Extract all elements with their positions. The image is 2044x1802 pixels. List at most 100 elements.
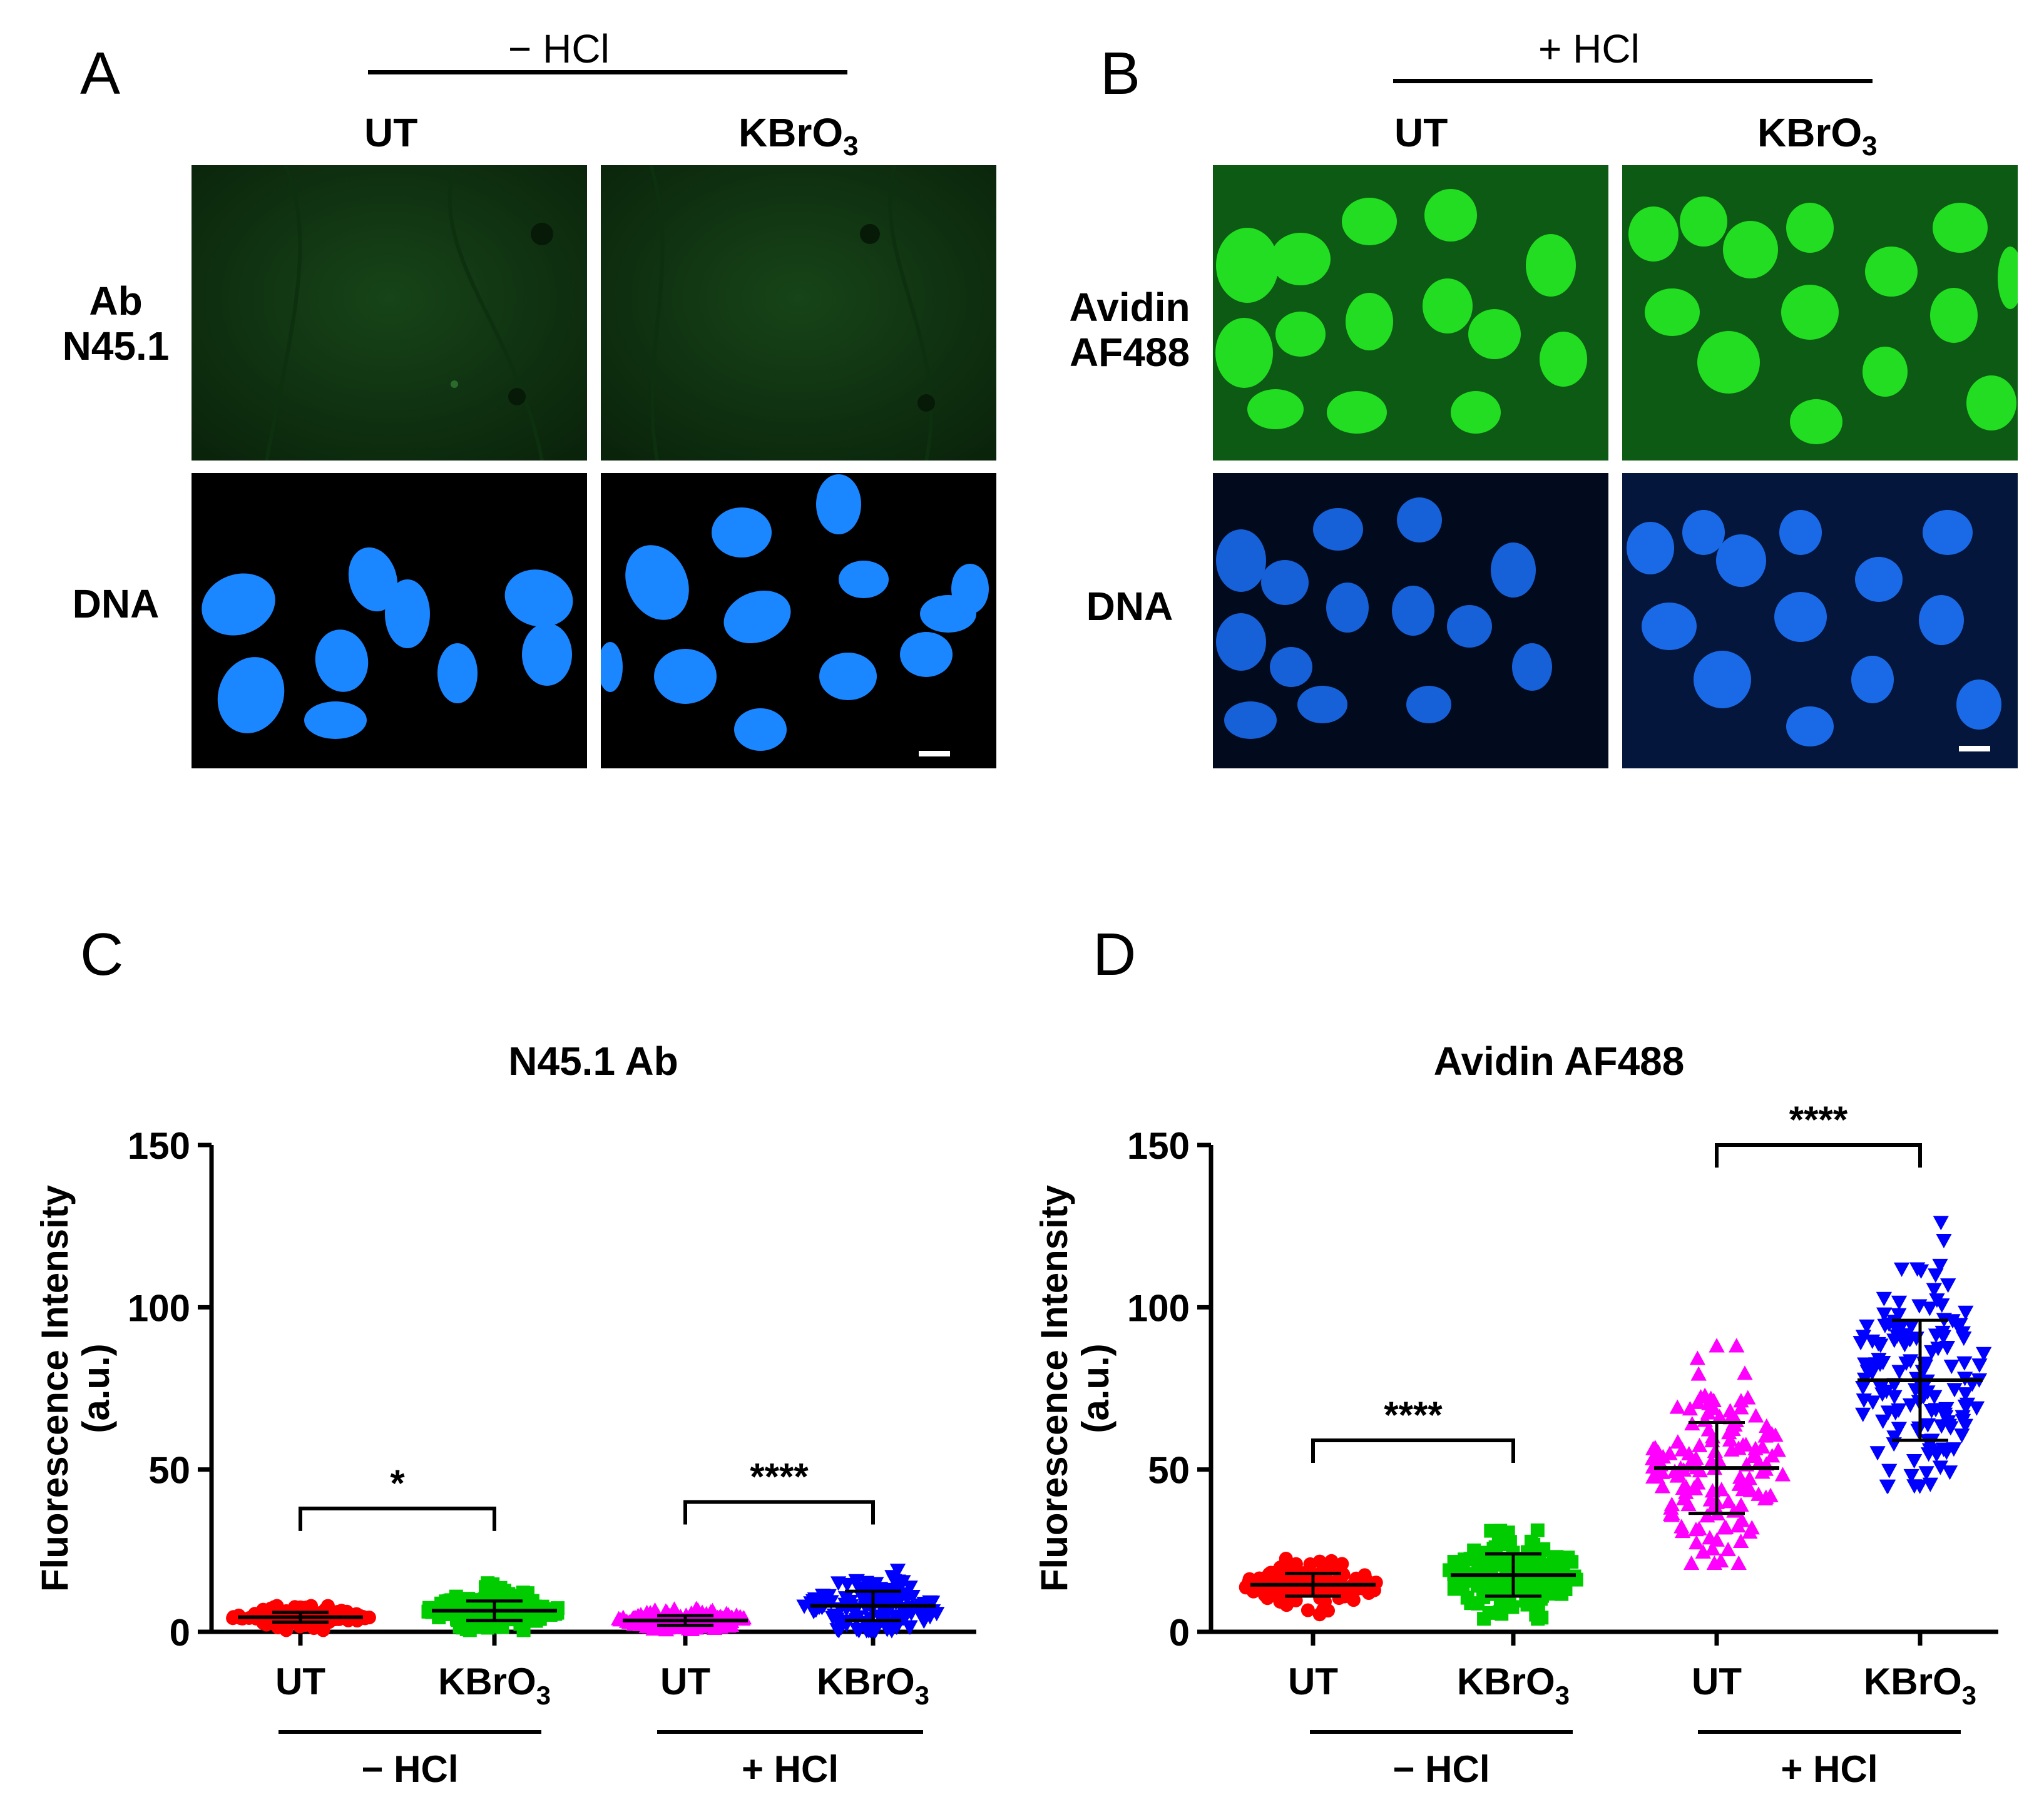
- panel-b-row-stain-line2: AF488: [1069, 329, 1190, 375]
- data-point: [871, 1609, 887, 1624]
- data-point: [902, 1581, 918, 1596]
- data-point: [1495, 1607, 1509, 1621]
- data-point: [1871, 1353, 1887, 1368]
- panel-b-column-kbro3-subscript: 3: [1862, 130, 1878, 161]
- data-point: [1941, 1418, 1958, 1433]
- data-point: [814, 1589, 831, 1604]
- data-point: [1722, 1432, 1739, 1447]
- panel-b-column-kbro3-text: KBrO: [1757, 110, 1863, 155]
- data-point: [1663, 1507, 1680, 1522]
- data-point: [842, 1594, 859, 1609]
- data-point: [1954, 1428, 1970, 1443]
- data-point: [1903, 1469, 1919, 1484]
- data-point: [886, 1574, 902, 1589]
- data-point: [1891, 1295, 1908, 1310]
- data-point: [1902, 1398, 1919, 1413]
- series-3: [1852, 1216, 1992, 1494]
- data-point: [1738, 1437, 1754, 1452]
- data-point: [1700, 1405, 1716, 1420]
- data-point: [1534, 1561, 1548, 1575]
- micrograph-a-dna-ut: [192, 473, 587, 768]
- data-point: [1889, 1329, 1905, 1344]
- panel-a-condition-rule: [368, 70, 847, 74]
- group-label: + HCl: [1781, 1748, 1878, 1790]
- data-point: [1930, 1341, 1946, 1357]
- data-point: [495, 1620, 509, 1634]
- significance-bracket: [1715, 1143, 1922, 1168]
- data-point: [1691, 1437, 1708, 1452]
- data-point: [1718, 1519, 1734, 1535]
- y-tick-label: 50: [148, 1450, 190, 1492]
- data-point: [1874, 1387, 1891, 1402]
- data-point: [889, 1591, 905, 1606]
- data-point: [1874, 1414, 1891, 1429]
- data-point: [1886, 1390, 1903, 1405]
- data-point: [481, 1611, 495, 1626]
- data-point: [1720, 1494, 1737, 1509]
- y-tick-label: 100: [128, 1287, 190, 1329]
- data-point: [866, 1624, 882, 1639]
- data-point: [1684, 1555, 1700, 1570]
- data-point: [1891, 1422, 1907, 1437]
- y-axis-label-line1: Fluorescence Intensity: [34, 1184, 76, 1592]
- data-point: [1774, 1467, 1791, 1482]
- significance-label: ****: [750, 1456, 809, 1498]
- data-point: [1733, 1533, 1749, 1548]
- data-point: [1720, 1542, 1736, 1557]
- micrograph-b-dna-ut: [1213, 473, 1608, 768]
- x-tick-label: UT: [1288, 1661, 1338, 1703]
- data-point: [1976, 1346, 1992, 1362]
- data-point: [332, 1608, 346, 1622]
- data-point: [1943, 1360, 1960, 1375]
- x-tick-label-subscript: 3: [536, 1681, 551, 1710]
- y-axis-label: Fluorescence Intensity (a.u.): [1033, 1184, 1117, 1592]
- panel-letter-c: C: [80, 921, 124, 988]
- data-point: [362, 1611, 376, 1625]
- panel-a-row-stain-line1: Ab: [89, 278, 143, 323]
- y-axis-label-line2: (a.u.): [75, 1343, 117, 1433]
- data-point: [1324, 1554, 1339, 1568]
- data-point: [1713, 1553, 1729, 1568]
- data-point: [1921, 1443, 1938, 1458]
- data-point: [649, 1619, 665, 1634]
- panel-a-column-kbro3-text: KBrO: [738, 110, 844, 155]
- data-point: [1451, 1574, 1466, 1588]
- data-point: [1346, 1593, 1361, 1607]
- data-point: [1732, 1469, 1749, 1484]
- data-point: [1767, 1427, 1784, 1442]
- group-label: + HCl: [742, 1748, 839, 1790]
- panel-b-column-ut: UT: [1394, 110, 1448, 155]
- data-point: [1896, 1338, 1913, 1353]
- data-point: [1670, 1434, 1686, 1449]
- data-point: [1852, 1336, 1869, 1351]
- chart-d: Avidin AF488 Fluorescence Intensity (a.u.)…: [1022, 1001, 2044, 1802]
- data-point: [1662, 1445, 1678, 1460]
- data-point: [1754, 1464, 1771, 1479]
- data-point: [868, 1577, 884, 1592]
- data-point: [1674, 1519, 1690, 1534]
- data-point: [1971, 1358, 1988, 1373]
- data-point: [1922, 1477, 1938, 1492]
- data-point: [1938, 1402, 1955, 1417]
- micrograph-b-stain-ut: [1213, 165, 1608, 461]
- panel-b-row-stain-label: Avidin AF488: [1058, 285, 1202, 375]
- panel-a-column-kbro3-subscript: 3: [843, 130, 859, 161]
- data-point: [1764, 1448, 1781, 1463]
- panel-a-row-stain-label: Ab N45.1: [50, 278, 181, 369]
- data-point: [1876, 1307, 1893, 1322]
- data-point: [1689, 1535, 1705, 1550]
- data-point: [1876, 1291, 1893, 1306]
- data-point: [1891, 1308, 1907, 1323]
- data-point: [1906, 1454, 1923, 1469]
- y-tick-label: 0: [170, 1612, 190, 1654]
- chart-title: N45.1 Ab: [508, 1039, 678, 1084]
- data-point: [1367, 1583, 1381, 1597]
- data-point: [422, 1604, 436, 1619]
- data-point: [1864, 1366, 1881, 1381]
- data-point: [1465, 1552, 1479, 1566]
- data-point: [1918, 1466, 1934, 1481]
- data-point: [1535, 1589, 1550, 1603]
- data-point: [1869, 1446, 1886, 1461]
- data-point: [1903, 1320, 1919, 1335]
- data-point: [902, 1620, 918, 1635]
